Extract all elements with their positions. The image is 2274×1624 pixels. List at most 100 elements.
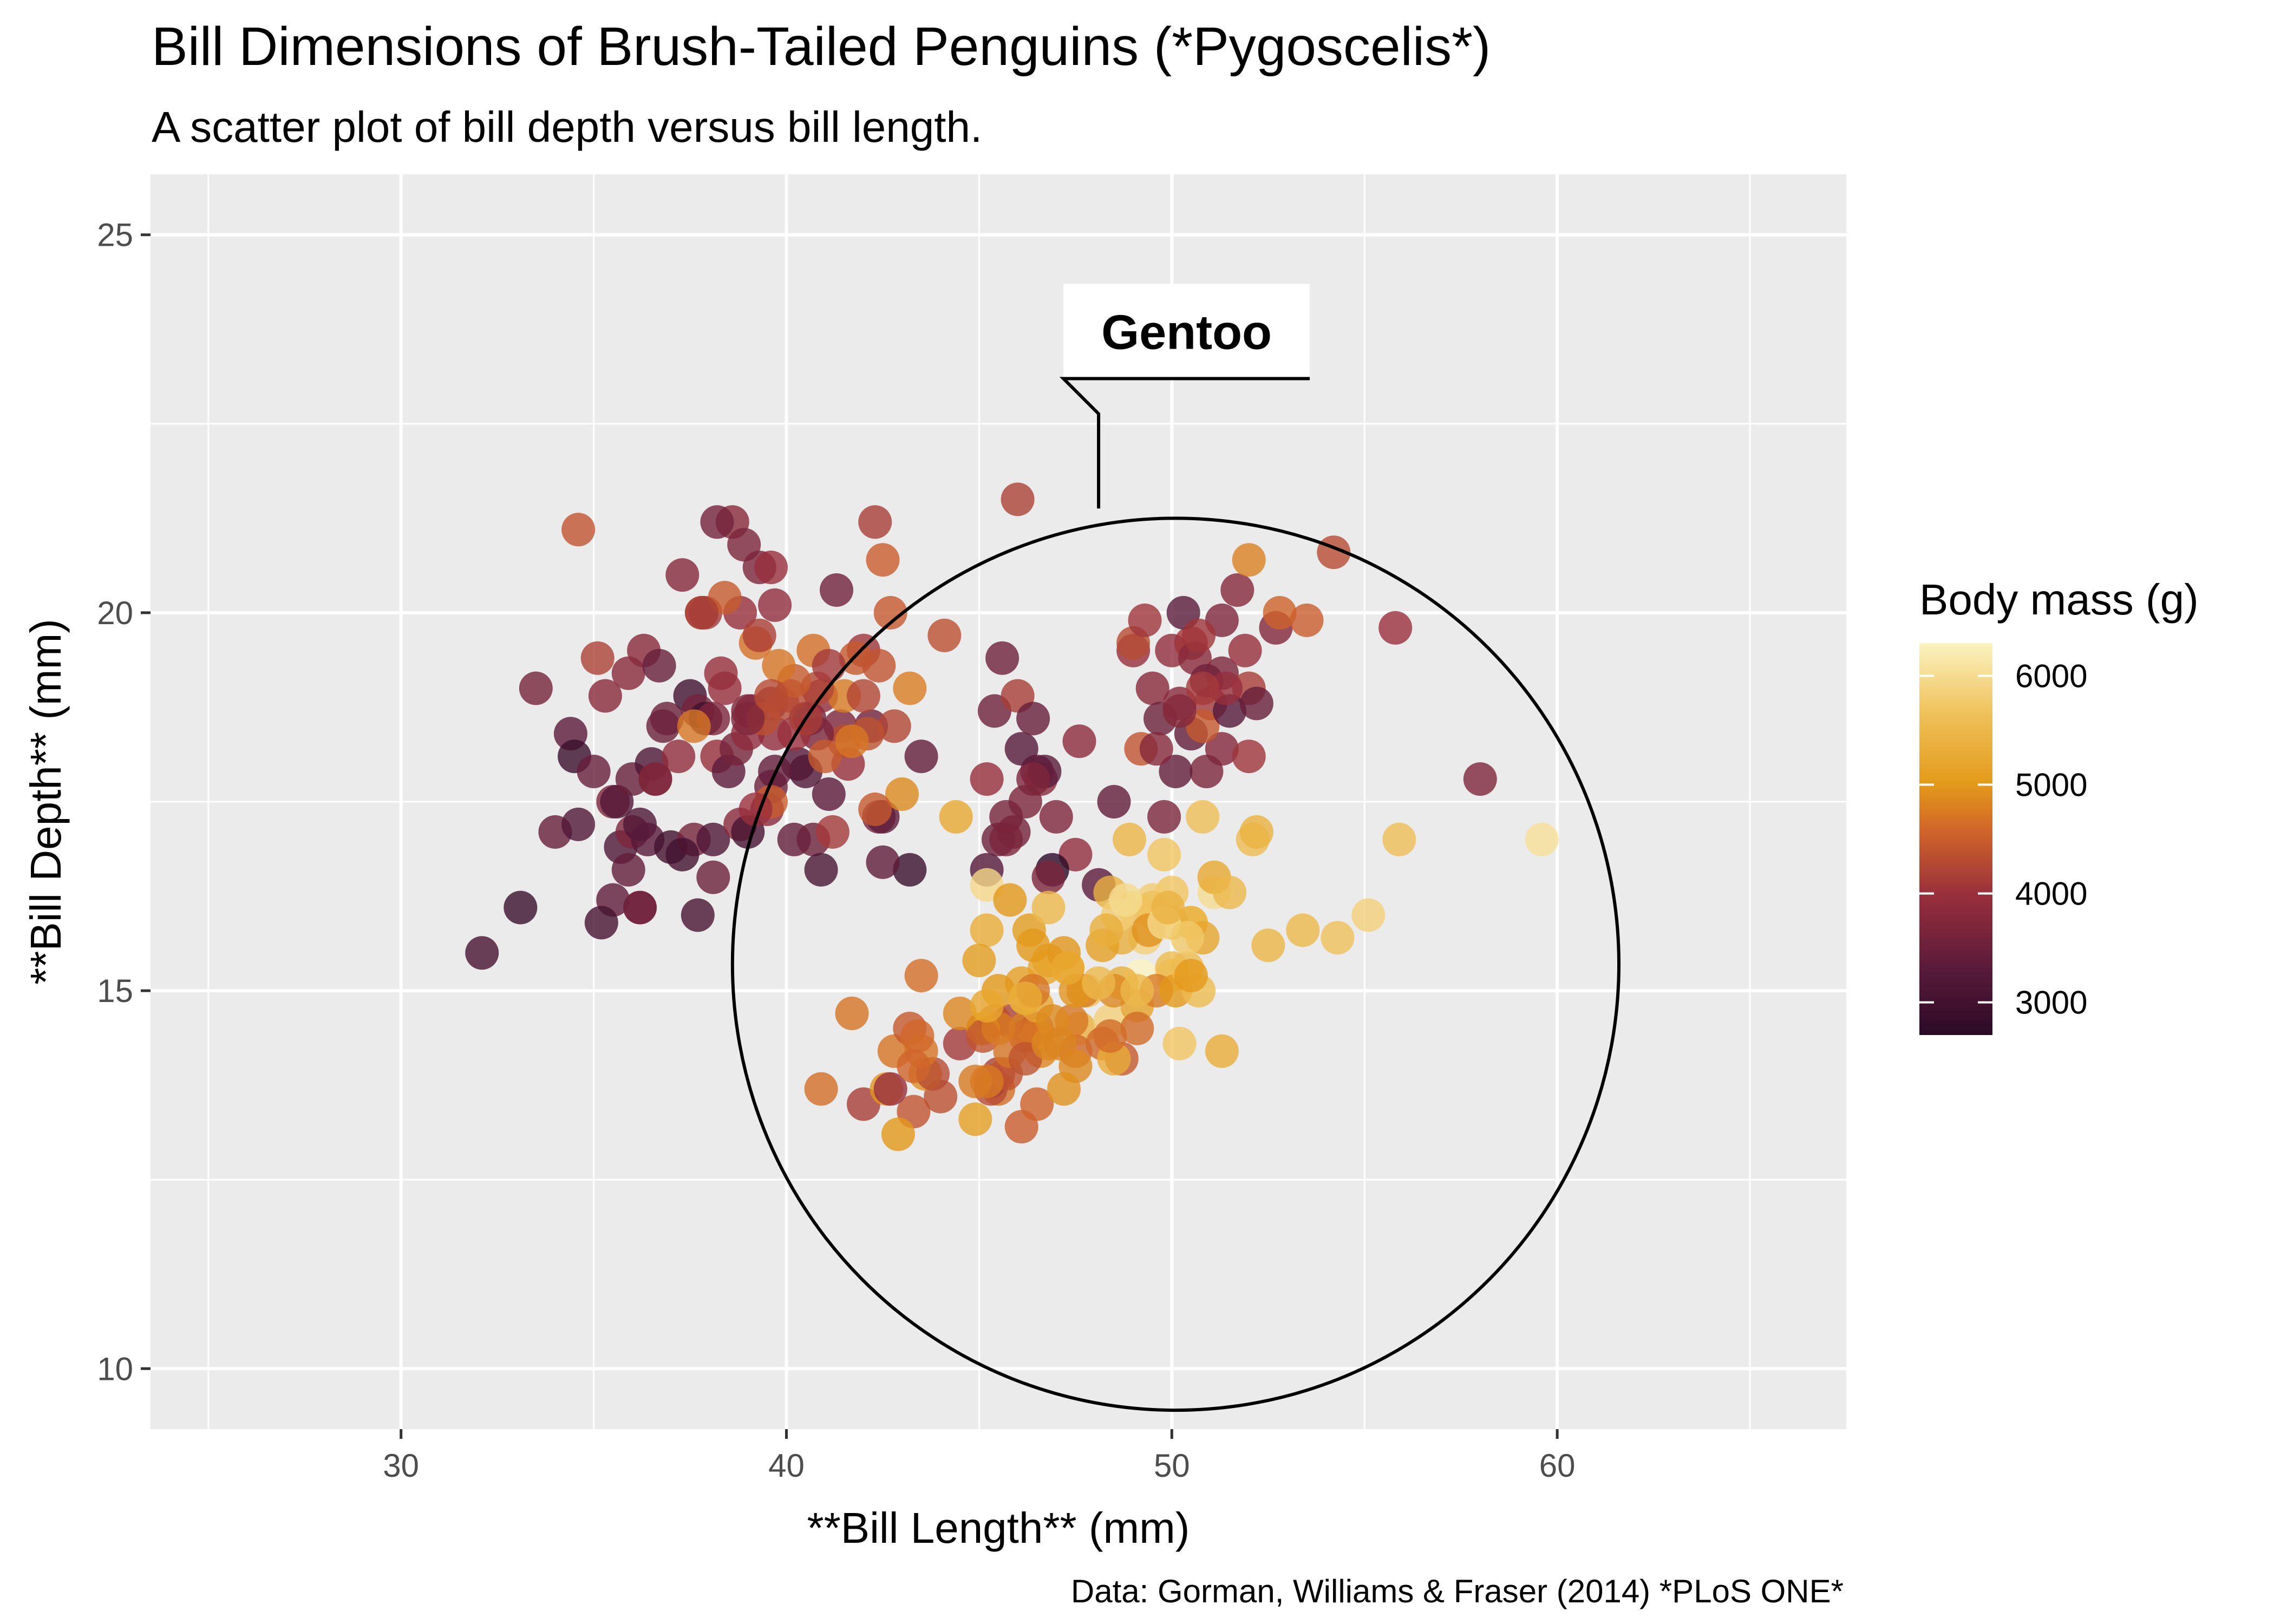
data-point	[904, 959, 938, 993]
data-point	[1128, 603, 1162, 637]
data-point	[1120, 1011, 1154, 1045]
data-point	[1008, 981, 1042, 1016]
data-point	[1089, 913, 1123, 947]
data-point	[858, 505, 892, 539]
data-point	[665, 837, 700, 872]
data-point	[758, 588, 792, 622]
data-point	[1162, 694, 1197, 728]
data-point	[1051, 951, 1085, 985]
data-point	[1139, 732, 1173, 766]
data-point	[1239, 815, 1273, 849]
data-point	[927, 618, 962, 652]
data-point	[1220, 573, 1254, 607]
data-point	[1263, 595, 1297, 630]
legend-colorbar	[1919, 643, 1992, 1035]
data-point	[1290, 603, 1324, 637]
data-point	[731, 702, 765, 736]
data-point	[681, 898, 715, 932]
data-point	[1062, 724, 1096, 758]
data-point	[846, 679, 880, 713]
data-point	[1108, 883, 1142, 917]
data-point	[623, 890, 657, 925]
x-axis-title: **Bill Length** (mm)	[807, 1504, 1190, 1552]
data-point	[1228, 633, 1262, 667]
data-point	[1463, 762, 1497, 796]
data-point	[900, 1019, 935, 1053]
data-point	[561, 807, 596, 841]
y-tick-label: 10	[97, 1351, 133, 1387]
data-point	[877, 709, 911, 743]
data-point	[1251, 928, 1285, 962]
data-point	[1378, 611, 1413, 645]
data-point	[1151, 890, 1185, 925]
data-point	[885, 777, 919, 811]
data-point	[1047, 1072, 1081, 1106]
data-point	[1382, 822, 1416, 856]
data-point	[893, 671, 927, 705]
data-point	[873, 1072, 907, 1106]
gentoo-ellipse	[730, 516, 1621, 1412]
data-point	[866, 845, 900, 879]
y-axis-title: **Bill Depth** (mm)	[22, 619, 70, 985]
data-point	[1213, 875, 1247, 909]
data-point	[1321, 921, 1355, 955]
data-point	[1286, 913, 1320, 947]
data-point	[1182, 618, 1216, 652]
data-point	[754, 679, 788, 713]
data-point	[662, 739, 696, 774]
legend-tick-label: 5000	[2015, 767, 2087, 803]
data-point	[970, 989, 1004, 1023]
data-point	[1039, 800, 1073, 834]
data-point	[1016, 928, 1050, 962]
data-point	[858, 793, 892, 826]
data-point	[577, 755, 611, 789]
data-point	[970, 913, 1004, 947]
data-point	[1001, 482, 1035, 516]
data-point	[696, 860, 730, 894]
data-point	[804, 853, 838, 887]
data-point	[1351, 898, 1386, 932]
data-point	[808, 739, 842, 774]
data-point	[580, 641, 615, 675]
data-point	[985, 641, 1020, 675]
x-tick-label: 60	[1539, 1448, 1576, 1484]
data-point	[958, 1064, 992, 1098]
data-point	[862, 649, 896, 683]
data-point	[638, 762, 672, 796]
legend-title: Body mass (g)	[1919, 575, 2199, 624]
data-point	[1097, 785, 1131, 818]
data-point	[835, 724, 869, 758]
data-point	[588, 679, 622, 713]
data-point	[1043, 1026, 1077, 1060]
data-points	[465, 482, 1559, 1151]
data-point	[708, 671, 742, 705]
data-point	[893, 853, 927, 887]
chart-title: Bill Dimensions of Brush-Tailed Penguins…	[152, 16, 1491, 77]
data-point	[962, 944, 996, 978]
data-point	[1147, 800, 1181, 834]
data-point	[835, 997, 869, 1030]
gentoo-annotation: Gentoo	[730, 284, 1621, 1412]
data-point	[897, 1049, 931, 1083]
data-point	[1031, 860, 1066, 894]
data-point	[611, 853, 645, 887]
data-point	[1113, 822, 1146, 856]
x-tick-label: 50	[1154, 1448, 1190, 1484]
y-tick-label: 15	[97, 973, 133, 1009]
data-point	[465, 936, 499, 970]
data-point	[1120, 974, 1154, 1008]
data-point	[1004, 732, 1038, 766]
data-point	[873, 595, 907, 630]
data-point	[1147, 837, 1181, 872]
data-point	[1209, 671, 1243, 705]
data-point	[815, 815, 850, 849]
data-point	[970, 762, 1004, 796]
data-point	[958, 1102, 992, 1136]
data-point	[1525, 822, 1559, 856]
data-point	[993, 883, 1027, 917]
data-point	[939, 800, 973, 834]
data-point	[1239, 686, 1273, 721]
legend-tick-label: 6000	[2015, 658, 2087, 694]
data-point	[1093, 1019, 1127, 1053]
data-point	[804, 1072, 838, 1106]
